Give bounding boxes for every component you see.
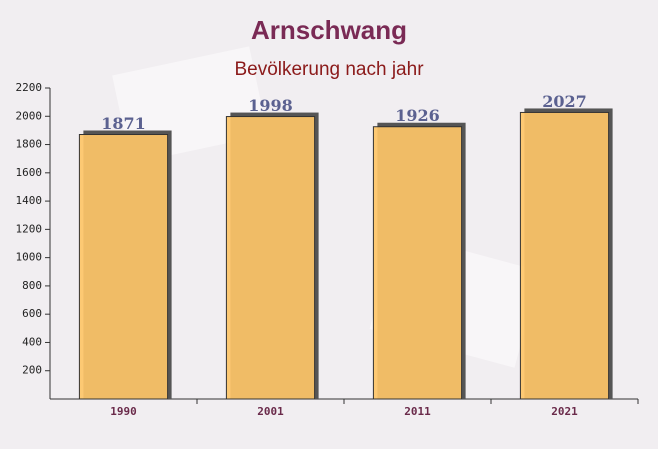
y-tick-label: 1400 [16, 194, 43, 207]
value-label: 1926 [395, 106, 440, 125]
y-tick-label: 800 [22, 279, 42, 292]
chart-subtitle: Bevölkerung nach jahr [234, 59, 424, 80]
y-tick-label: 2200 [16, 81, 43, 94]
x-tick-label: 1990 [110, 405, 137, 418]
bar [372, 126, 463, 400]
x-tick-label: 2011 [404, 405, 431, 418]
bar [78, 134, 169, 400]
value-label: 1998 [248, 96, 293, 115]
chart-title: Arnschwang [251, 15, 407, 45]
value-label: 2027 [542, 92, 587, 111]
bar [519, 111, 610, 400]
y-tick-label: 1600 [16, 166, 43, 179]
y-tick-label: 1200 [16, 222, 43, 235]
value-label: 1871 [101, 114, 146, 133]
x-tick-label: 2021 [551, 405, 578, 418]
y-tick-label: 1000 [16, 251, 43, 264]
x-tick-label: 2001 [257, 405, 284, 418]
y-tick-label: 2000 [16, 109, 43, 122]
y-tick-label: 600 [22, 307, 42, 320]
y-tick-label: 1800 [16, 138, 43, 151]
y-tick-label: 400 [22, 335, 42, 348]
bar [225, 116, 316, 400]
y-tick-label: 200 [22, 364, 42, 377]
